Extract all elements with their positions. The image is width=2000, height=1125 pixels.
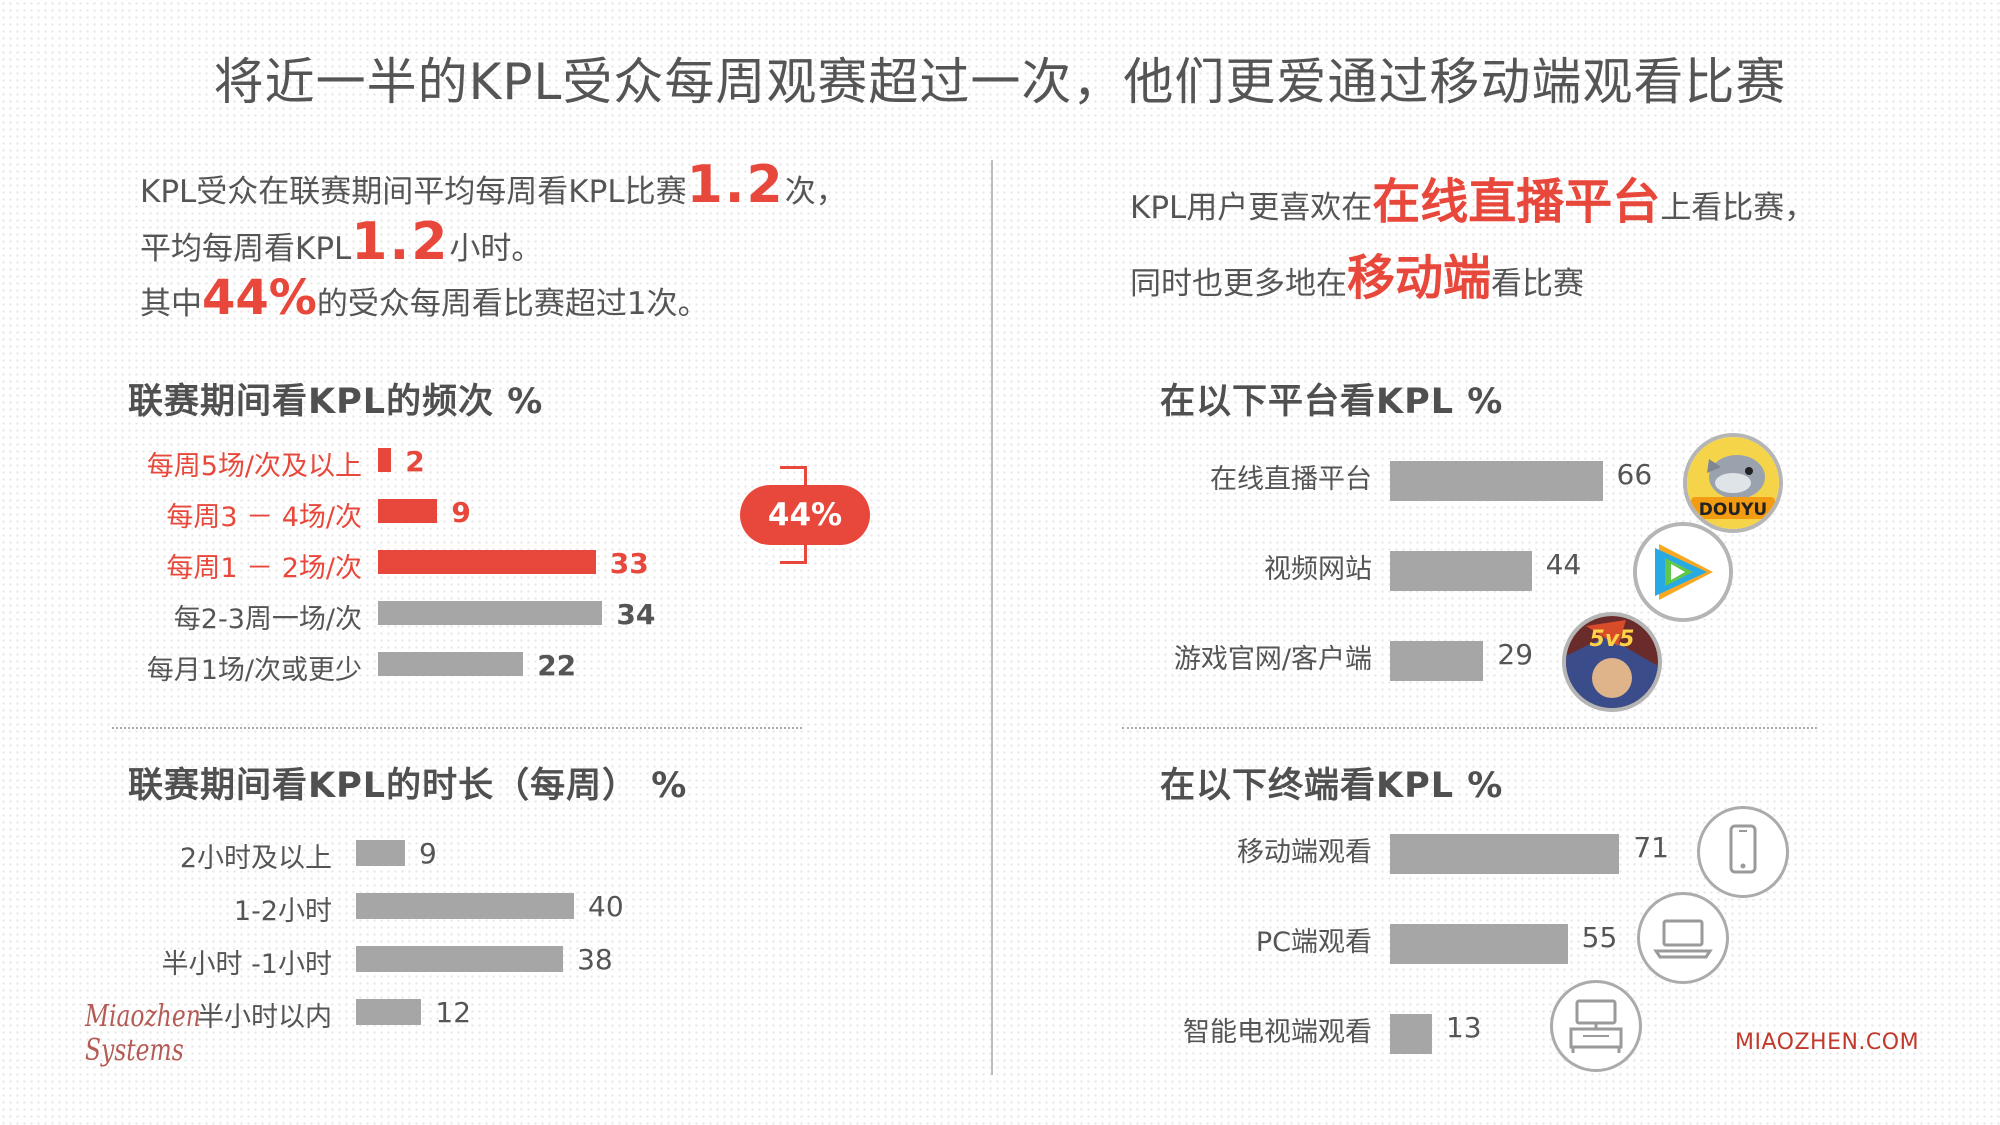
duration-chart-title: 联赛期间看KPL的时长（每周） % (128, 766, 688, 806)
left-dotted-divider (112, 727, 802, 729)
bar-label: 每周5场/次及以上 (146, 451, 362, 482)
intro-left-line3: 其中44%的受众每周看比赛超过1次。 (140, 270, 709, 326)
bar-label: 半小时 -1小时 (161, 949, 332, 980)
bar (1390, 834, 1620, 874)
frequency-chart-title: 联赛期间看KPL的频次 % (128, 382, 544, 422)
logo-text: Systems (85, 1033, 184, 1068)
percent-badge: 44% (740, 485, 870, 545)
intro-text: 同时也更多地在 (1130, 266, 1347, 302)
bar-value: 2 (405, 445, 425, 478)
bar-label: 视频网站 (1264, 554, 1372, 585)
bar-label: 半小时以内 (197, 1002, 332, 1033)
miaozhen-logo: Miaozhen Systems (85, 1000, 201, 1068)
bar-value: 12 (435, 996, 472, 1029)
bar-label: 智能电视端观看 (1183, 1017, 1372, 1048)
bar (1390, 641, 1484, 681)
intro-text: 的受众每周看比赛超过1次。 (316, 286, 709, 322)
bar-label: 1-2小时 (233, 896, 332, 927)
bar-value: 13 (1445, 1011, 1482, 1044)
bar-value: 66 (1616, 458, 1653, 491)
bar (356, 946, 564, 972)
bar (1390, 461, 1603, 501)
bar-label: 每2-3周一场/次 (173, 604, 362, 635)
intro-right-line1: KPL用户更喜欢在在线直播平台上看比赛， (1130, 162, 1815, 232)
bar-value: 71 (1633, 831, 1669, 864)
intro-text: 上看比赛， (1660, 190, 1816, 226)
bar-value: 38 (577, 943, 613, 976)
bar (356, 840, 406, 866)
intro-text: KPL用户更喜欢在 (1130, 190, 1373, 226)
intro-text: 平均每周看KPL (140, 231, 352, 267)
smartphone-icon (1697, 806, 1789, 898)
honor-of-kings-icon: 5v5 (1562, 612, 1662, 712)
bar-value: 40 (588, 890, 624, 923)
bar (378, 499, 438, 523)
bar-value: 55 (1581, 921, 1618, 954)
bar (1390, 1014, 1432, 1054)
bar-label: PC端观看 (1255, 927, 1372, 958)
bar-label: 游戏官网/客户端 (1173, 644, 1372, 675)
bar-label: 2小时及以上 (179, 843, 332, 874)
bar-value: 9 (419, 837, 437, 870)
avg-hours-highlight: 1.2 (351, 212, 450, 272)
bar-label: 每月1场/次或更少 (146, 655, 362, 686)
website-label: MIAOZHEN.COM (1735, 1030, 1920, 1055)
live-platform-highlight: 在线直播平台 (1372, 174, 1661, 230)
bar-label: 每周1 － 2场/次 (166, 553, 362, 584)
logo-text: Miaozhen (85, 999, 201, 1034)
bar-label: 在线直播平台 (1210, 464, 1372, 495)
svg-text:5v5: 5v5 (1590, 627, 1635, 652)
bar (378, 652, 524, 676)
bar-label: 移动端观看 (1237, 837, 1372, 868)
intro-text: KPL受众在联赛期间平均每周看KPL比赛 (140, 174, 687, 210)
bar (1390, 551, 1532, 591)
vertical-divider (991, 160, 993, 1075)
right-dotted-divider (1122, 727, 1817, 729)
bar (356, 999, 422, 1025)
mobile-highlight: 移动端 (1347, 250, 1492, 306)
bar-value: 22 (537, 649, 577, 682)
intro-right-line2: 同时也更多地在移动端看比赛 (1130, 238, 1584, 308)
percent-highlight: 44% (202, 270, 317, 326)
bar-value: 44 (1545, 548, 1582, 581)
intro-left-line1: KPL受众在联赛期间平均每周看KPL比赛1.2次， (140, 155, 847, 215)
intro-text: 小时。 (449, 231, 543, 267)
bar (378, 448, 392, 472)
page-title: 将近一半的KPL受众每周观赛超过一次，他们更爱通过移动端观看比赛 (213, 53, 1787, 111)
intro-text: 其中 (140, 286, 202, 322)
avg-games-highlight: 1.2 (686, 155, 785, 215)
douyu-logo-icon: DOUYU (1683, 433, 1783, 533)
tencent-video-icon (1633, 522, 1733, 622)
bar-value: 33 (609, 547, 649, 580)
bar-value: 9 (451, 496, 471, 529)
intro-text: 看比赛 (1491, 266, 1585, 302)
platform-chart-title: 在以下平台看KPL % (1160, 382, 1504, 422)
bar (356, 893, 574, 919)
intro-left-line2: 平均每周看KPL1.2小时。 (140, 212, 542, 272)
laptop-icon (1637, 892, 1729, 984)
bar-label: 每周3 － 4场/次 (166, 502, 362, 533)
svg-text:DOUYU: DOUYU (1699, 500, 1767, 520)
bar (378, 601, 603, 625)
bar-value: 34 (616, 598, 656, 631)
intro-text: 次， (784, 174, 847, 210)
bar-value: 29 (1497, 638, 1534, 671)
bar (1390, 924, 1568, 964)
device-chart-title: 在以下终端看KPL % (1160, 766, 1504, 806)
bar (378, 550, 596, 574)
tv-icon (1550, 980, 1642, 1072)
